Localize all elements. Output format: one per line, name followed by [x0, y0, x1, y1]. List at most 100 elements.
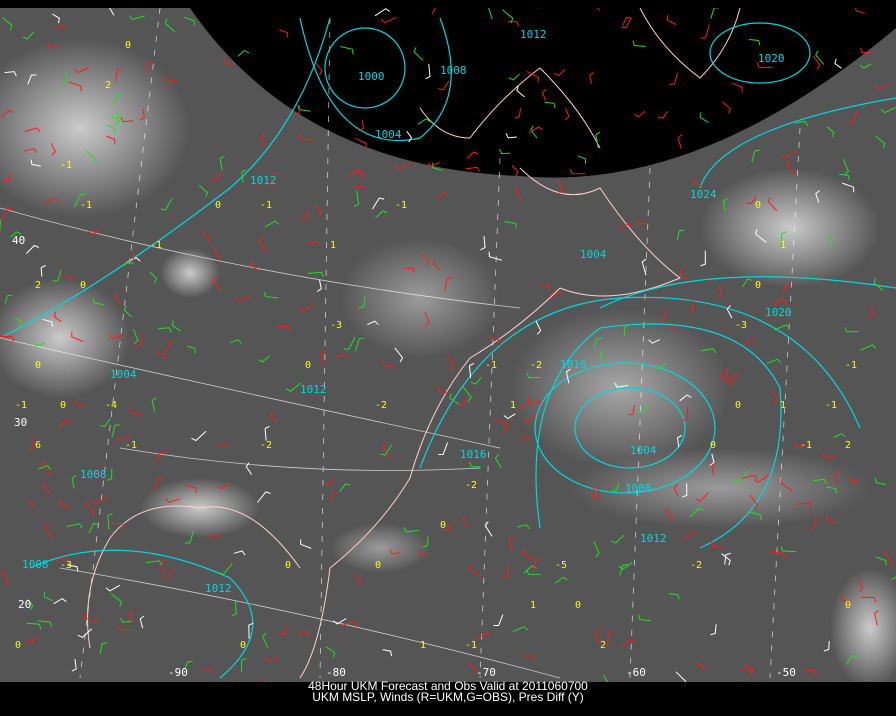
wind-barb — [74, 399, 85, 406]
pres-diff-labels: -1-3-2-4-5-3-1021-2-10-1-3-20120-10210-1… — [15, 40, 857, 651]
wind-barb — [52, 13, 60, 24]
wind-barb — [184, 530, 194, 544]
wind-barb — [834, 471, 840, 484]
wind-barb — [382, 442, 391, 460]
wind-barb — [742, 278, 753, 287]
wind-barb — [518, 401, 534, 410]
wind-barb — [470, 377, 482, 385]
wind-barb — [13, 317, 22, 327]
wind-barb — [462, 386, 472, 402]
wind-barb — [1, 208, 14, 222]
pres-diff-label: -3 — [60, 560, 72, 571]
wind-barb — [60, 499, 69, 508]
wind-barb — [731, 82, 743, 93]
pres-diff-label: 1 — [530, 600, 536, 611]
wind-barb — [111, 424, 120, 438]
wind-barb — [638, 614, 652, 622]
wind-barb — [231, 601, 237, 617]
wind-barb — [229, 339, 242, 344]
wind-barb — [557, 179, 564, 194]
wind-barb — [526, 569, 541, 575]
wind-barb — [233, 550, 246, 556]
wind-barb — [722, 101, 731, 114]
wind-barb — [532, 558, 542, 573]
wind-barb — [88, 523, 99, 534]
wind-barb — [25, 499, 34, 510]
wind-barb — [603, 674, 609, 682]
pres-diff-label: 1 — [420, 640, 426, 651]
isobar-1020 — [599, 276, 896, 309]
wind-barb — [569, 168, 586, 175]
wind-barb — [514, 185, 522, 201]
pres-diff-label: 0 — [755, 200, 761, 211]
wind-barb — [677, 134, 683, 149]
isobar-1024 — [699, 97, 896, 189]
wind-barb — [22, 31, 35, 40]
wind-barb — [425, 63, 431, 80]
wind-barb — [845, 654, 858, 665]
wind-barb — [109, 334, 124, 340]
pres-diff-label: -2 — [690, 560, 702, 571]
wind-barb — [27, 74, 37, 85]
lon-label-60: -60 — [626, 666, 646, 679]
isobar-label: 1016 — [460, 448, 487, 461]
wind-barb — [530, 125, 538, 139]
wind-barb — [868, 305, 874, 319]
wind-barb — [1, 109, 14, 119]
wind-barb — [300, 210, 309, 220]
wind-barb — [618, 223, 633, 230]
wind-barb — [527, 395, 542, 404]
wind-barb — [891, 576, 896, 581]
wind-barb — [132, 329, 139, 345]
wind-barb — [826, 486, 837, 494]
wind-barb — [815, 190, 820, 203]
wind-barb — [595, 629, 600, 644]
wind-barb — [316, 279, 322, 293]
wind-barb — [113, 94, 123, 105]
wind-barb — [873, 610, 879, 626]
pres-diff-label: 0 — [755, 280, 761, 291]
wind-barb — [526, 372, 541, 379]
wind-barb — [755, 228, 767, 243]
wind-barb — [375, 210, 388, 219]
wind-barb — [599, 350, 605, 364]
wind-barb — [187, 345, 196, 354]
pres-diff-label: 2 — [600, 640, 606, 651]
wind-barb — [716, 285, 722, 298]
isobar-label: 1012 — [520, 28, 547, 41]
wind-barb — [689, 507, 704, 518]
wind-barb — [554, 576, 568, 584]
wind-barb — [462, 515, 469, 529]
wind-barb — [374, 8, 391, 17]
wind-barb — [724, 368, 730, 383]
wind-barb — [756, 62, 773, 68]
wind-barb — [30, 159, 41, 167]
wind-barb — [438, 80, 450, 91]
wind-barb — [523, 655, 536, 661]
wind-barb — [669, 72, 678, 85]
wind-barb — [523, 412, 538, 423]
lat-label-40: 40 — [12, 234, 25, 247]
lon-label-80: -80 — [326, 666, 346, 679]
isobar-label: 1004 — [110, 368, 137, 381]
wind-barb — [711, 540, 725, 549]
isobar-1008-gulf — [29, 549, 254, 679]
wind-barb — [666, 14, 677, 26]
wind-barb — [774, 324, 791, 331]
cloud-patches — [0, 38, 896, 682]
pres-diff-label: 1 — [780, 400, 786, 411]
wind-barb — [770, 551, 786, 559]
wind-barb — [657, 111, 668, 119]
wind-barb — [417, 118, 431, 125]
pres-diff-label: 6 — [35, 440, 41, 451]
pres-diff-label: 0 — [575, 600, 581, 611]
wind-barb — [746, 664, 753, 676]
wind-barb — [700, 24, 710, 39]
wind-barb — [404, 267, 415, 273]
wind-barb — [130, 407, 143, 416]
wind-barb — [413, 47, 424, 61]
wind-barb — [695, 491, 710, 502]
wind-barb — [99, 418, 111, 428]
wind-barb — [50, 143, 56, 156]
isobar-1004-low — [574, 387, 686, 469]
